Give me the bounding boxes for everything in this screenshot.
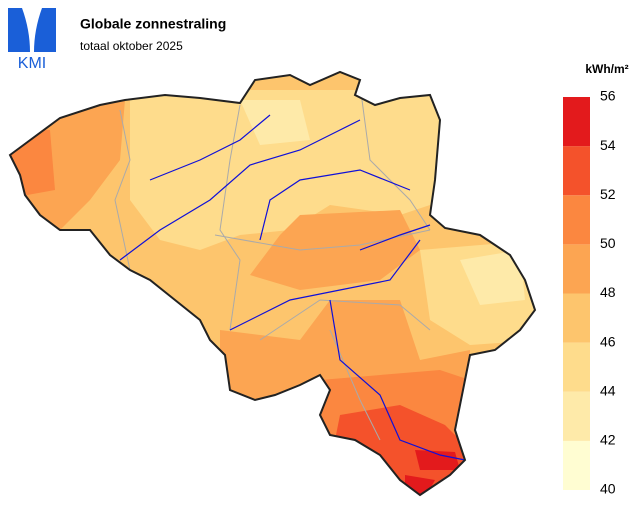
legend-tick-label: 52 (600, 186, 616, 202)
legend-tick-label: 40 (600, 481, 616, 497)
country-outline (8, 70, 537, 497)
zone (335, 405, 470, 495)
legend: 40 42 44 46 48 50 52 54 56 (563, 88, 616, 497)
legend-tick-label: 48 (600, 284, 616, 300)
zone (240, 100, 525, 305)
legend-tick-label: 56 (600, 88, 616, 104)
legend-tick-label: 50 (600, 235, 616, 251)
zone (250, 210, 420, 290)
zone (130, 90, 450, 250)
logo-text: KMI (18, 55, 46, 72)
zone (405, 450, 460, 495)
legend-swatch (563, 146, 590, 196)
logo: KMI (8, 8, 56, 72)
legend-swatch (563, 244, 590, 294)
legend-tick-label: 44 (600, 382, 616, 398)
radiation-field (10, 72, 535, 495)
legend-swatch (563, 342, 590, 392)
legend-swatch (563, 195, 590, 245)
map-subtitle: totaal oktober 2025 (80, 39, 183, 53)
legend-swatch (563, 97, 590, 147)
zone (10, 130, 470, 495)
river (119, 114, 466, 461)
province-border (114, 84, 431, 441)
legend-swatch (563, 391, 590, 441)
legend-tick-label: 46 (600, 333, 616, 349)
legend-swatch (563, 293, 590, 343)
legend-unit: kWh/m² (585, 62, 628, 76)
logo-shape (8, 8, 56, 52)
legend-tick-label: 54 (600, 137, 616, 153)
legend-tick-label: 42 (600, 432, 616, 448)
legend-swatch (563, 440, 590, 490)
map-title: Globale zonnestraling (80, 16, 226, 32)
